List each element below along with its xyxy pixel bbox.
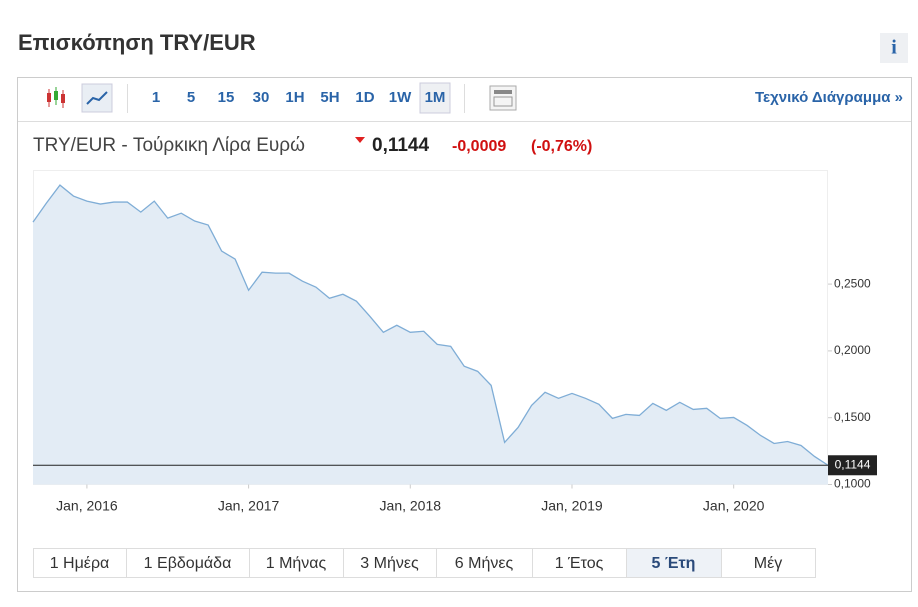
y-tick-label: 0,2500 <box>834 276 871 290</box>
technical-chart-link[interactable]: Τεχνικό Διάγραμμα » <box>755 89 903 106</box>
range-button[interactable] <box>721 548 816 578</box>
interval-button[interactable]: 1D <box>355 89 374 106</box>
range-label[interactable]: 1 Ημέρα <box>50 555 110 572</box>
range-label[interactable]: 3 Μήνες <box>360 555 419 572</box>
info-button[interactable] <box>880 33 908 63</box>
range-button[interactable] <box>33 548 127 578</box>
interval-button[interactable]: 30 <box>253 89 270 106</box>
down-arrow <box>355 137 365 143</box>
range-label[interactable]: 1 Έτος <box>555 555 604 572</box>
quote-change: -0,0009 <box>452 138 506 155</box>
range-button[interactable] <box>126 548 250 578</box>
x-tick-label: Jan, 2020 <box>703 498 765 514</box>
panel <box>17 77 912 592</box>
active-interval <box>419 82 451 114</box>
range-label[interactable]: 5 Έτη <box>652 555 696 572</box>
x-tick-label: Jan, 2017 <box>218 498 280 514</box>
range-label[interactable]: 1 Μήνας <box>266 555 327 572</box>
line-icon <box>86 91 108 105</box>
range-button[interactable] <box>249 548 344 578</box>
last-price-box <box>828 455 877 476</box>
y-tick-label: 0,1000 <box>834 477 871 491</box>
quote-price: 0,1144 <box>372 135 429 156</box>
range-button[interactable] <box>532 548 627 578</box>
interval-button[interactable]: 1M <box>425 89 446 106</box>
price-line <box>32 184 829 466</box>
x-tick-label: Jan, 2019 <box>541 498 603 514</box>
quote-name: TRY/EUR - Τούρκικη Λίρα Ευρώ <box>33 135 305 156</box>
y-tick-label: 0,2000 <box>834 343 871 357</box>
line-icon-button[interactable] <box>81 83 113 113</box>
x-tick-label: Jan, 2016 <box>56 498 118 514</box>
calendar-icon[interactable] <box>489 85 517 111</box>
range-button[interactable] <box>436 548 533 578</box>
range-button[interactable] <box>343 548 437 578</box>
x-tick-label: Jan, 2018 <box>380 498 442 514</box>
candle-icon[interactable] <box>47 87 65 108</box>
interval-button[interactable]: 1H <box>285 89 304 106</box>
range-label[interactable]: Μέγ <box>754 555 782 572</box>
page-title: Επισκόπηση TRY/EUR <box>18 30 256 55</box>
interval-button[interactable]: 5 <box>187 89 195 106</box>
interval-button[interactable]: 15 <box>218 89 235 106</box>
interval-button[interactable]: 5H <box>320 89 339 106</box>
range-button[interactable] <box>626 548 722 578</box>
info-icon[interactable]: i <box>891 37 897 59</box>
interval-button[interactable]: 1 <box>152 89 160 106</box>
quote-change-pct: (-0,76%) <box>531 138 592 155</box>
range-label[interactable]: 6 Μήνες <box>455 555 514 572</box>
area-fill <box>33 185 828 485</box>
interval-button[interactable]: 1W <box>389 89 412 106</box>
last-price-label: 0,1144 <box>835 457 871 471</box>
y-tick-label: 0,1500 <box>834 410 871 424</box>
range-label[interactable]: 1 Εβδομάδα <box>144 555 232 572</box>
